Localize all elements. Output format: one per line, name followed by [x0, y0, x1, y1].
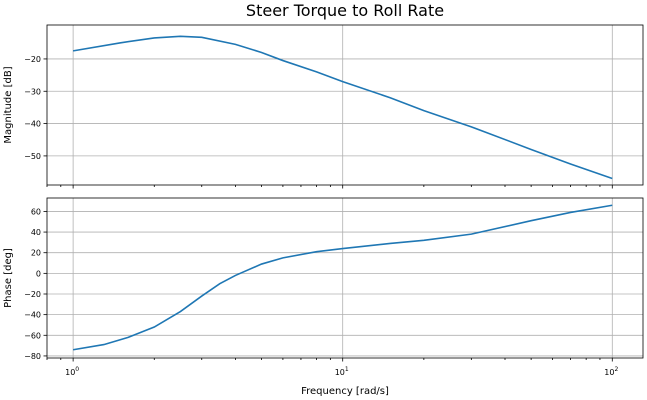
magnitude-panel: −20 −30 −40 −50 Magnitude [dB] [3, 24, 644, 189]
phase-y-tick-label: −40 [24, 311, 41, 320]
phase-y-tick-label: −80 [24, 352, 41, 361]
x-axis-label: Frequency [rad/s] [301, 386, 389, 397]
magnitude-series-line [72, 35, 613, 180]
phase-y-tick-label: −60 [24, 331, 41, 340]
phase-y-tick-label: −20 [24, 290, 41, 299]
phase-y-tick-label: 20 [31, 249, 41, 258]
phase-series-line [72, 204, 613, 351]
phase-y-tick-label: 0 [36, 269, 41, 278]
phase-panel: 60 40 20 0 −20 −40 −60 −80 Phase [deg] 100 101 102 [3, 197, 644, 377]
magnitude-y-tick-label: −30 [24, 87, 41, 96]
magnitude-y-tick-label: −40 [24, 120, 41, 129]
phase-y-axis-label: Phase [deg] [3, 248, 14, 308]
magnitude-y-axis-label: Magnitude [dB] [3, 66, 14, 143]
x-tick-label: 101 [335, 366, 349, 377]
magnitude-axes-frame [46, 24, 644, 186]
phase-y-tick-label: 40 [31, 228, 41, 237]
magnitude-y-tick-label: −20 [24, 55, 41, 64]
chart-title: Steer Torque to Roll Rate [246, 1, 444, 20]
phase-axes-frame [46, 197, 644, 359]
x-tick-label: 102 [604, 366, 618, 377]
phase-y-tick-label: 60 [31, 207, 41, 216]
magnitude-y-tick-label: −50 [24, 152, 41, 161]
x-tick-label: 100 [65, 366, 79, 377]
